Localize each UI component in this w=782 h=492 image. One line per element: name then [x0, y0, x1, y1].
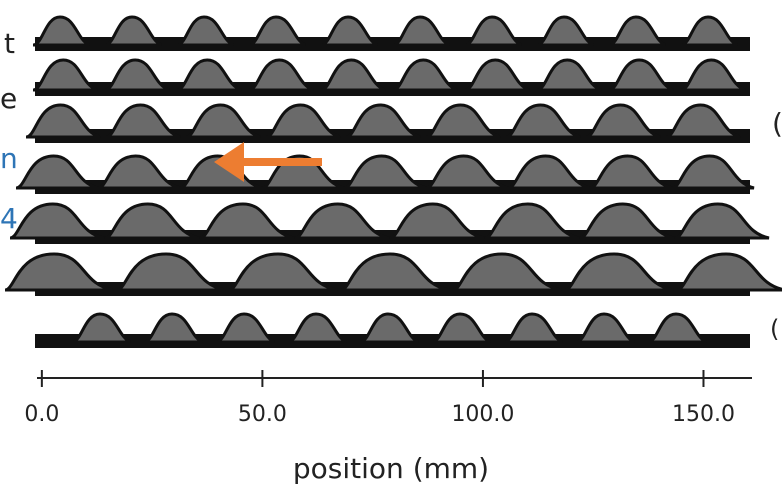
ripple — [144, 314, 202, 342]
ripple — [681, 17, 737, 45]
ripple — [609, 60, 673, 90]
ripple — [186, 105, 260, 137]
ripple — [677, 254, 782, 290]
ripple — [565, 254, 673, 290]
ripple — [105, 204, 199, 238]
right-fragment: ( — [770, 315, 779, 343]
left-fragment: 4 — [0, 202, 18, 235]
axis-label: position (mm) — [293, 452, 489, 485]
ripple — [200, 204, 294, 238]
tick-label: 50.0 — [238, 402, 287, 427]
ripple — [33, 60, 97, 90]
ripple — [465, 17, 521, 45]
ripple — [586, 105, 660, 137]
ripple — [106, 105, 180, 137]
ripple — [537, 17, 593, 45]
ripple — [681, 60, 745, 90]
figure: t e n 4 ( ( position (mm) 0.0 50.0 100.0 15… — [0, 0, 782, 492]
ripple — [672, 156, 754, 188]
ripple-rows — [5, 17, 782, 348]
ripple — [229, 254, 337, 290]
ripple — [177, 17, 233, 45]
ripple — [504, 314, 562, 342]
ripple — [537, 60, 601, 90]
ripple — [266, 105, 340, 137]
ripple — [426, 105, 500, 137]
tick-label: 100.0 — [451, 402, 514, 427]
ripple — [590, 156, 672, 188]
ripple — [98, 156, 180, 188]
ripple — [506, 105, 580, 137]
ripple — [465, 60, 529, 90]
ripple — [390, 204, 484, 238]
tick-label: 0.0 — [24, 402, 59, 427]
ripple — [249, 17, 305, 45]
ripple — [105, 60, 169, 90]
ripple — [321, 60, 385, 90]
ripple — [72, 314, 130, 342]
left-fragment: e — [0, 82, 17, 115]
ripple — [666, 105, 740, 137]
left-fragment: t — [4, 27, 15, 60]
ripple — [508, 156, 590, 188]
ripple — [16, 156, 98, 188]
ripple — [321, 17, 377, 45]
ripple — [295, 204, 389, 238]
ripple — [5, 254, 113, 290]
ripple — [360, 314, 418, 342]
ripple — [576, 314, 634, 342]
ripple — [485, 204, 579, 238]
ripple — [432, 314, 490, 342]
ripple — [648, 314, 706, 342]
right-fragment: ( — [772, 107, 782, 140]
ripple — [393, 17, 449, 45]
ripple — [33, 17, 89, 45]
ripple — [393, 60, 457, 90]
ripple — [216, 314, 274, 342]
page: t e n 4 ( ( position (mm) 0.0 50.0 100.0 15… — [0, 0, 782, 492]
ripple — [453, 254, 561, 290]
left-fragment: n — [0, 142, 18, 175]
ripple — [609, 17, 665, 45]
ripple — [344, 156, 426, 188]
ripple — [580, 204, 674, 238]
ripple — [341, 254, 449, 290]
ripple — [105, 17, 161, 45]
tick-label: 150.0 — [672, 402, 735, 427]
ripple — [288, 314, 346, 342]
ripple — [249, 60, 313, 90]
ripple — [675, 204, 769, 238]
ripple — [177, 60, 241, 90]
ripple — [426, 156, 508, 188]
ripple — [346, 105, 420, 137]
ripple — [26, 105, 100, 137]
ripple — [117, 254, 225, 290]
ripple — [10, 204, 104, 238]
